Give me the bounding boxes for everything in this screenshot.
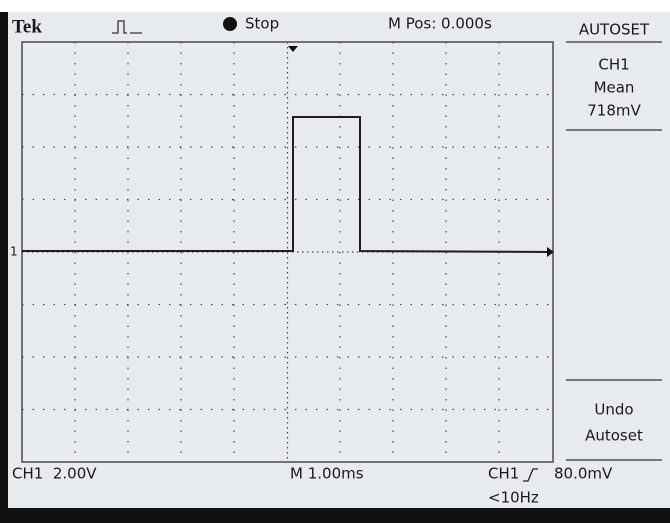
menu-reading: 718mV: [587, 102, 641, 120]
stop-dot: [223, 17, 237, 31]
trigger-source: CH1: [488, 465, 519, 483]
position: M Pos: 0.000s: [388, 15, 492, 33]
menu-channel[interactable]: CH1: [598, 56, 629, 74]
trigger-slope: [523, 468, 538, 482]
run-state: Stop: [245, 15, 279, 33]
menu-title: AUTOSET: [579, 21, 650, 39]
waveform: [22, 116, 554, 253]
time-scale: M 1.00ms: [290, 465, 364, 483]
channel-scale: CH1 2.00V: [12, 465, 97, 483]
brand: Tek: [12, 16, 42, 37]
trigger-level-text: 80.0mV: [554, 465, 613, 483]
undo-line1[interactable]: Undo: [594, 401, 633, 419]
channel-marker: 1: [10, 245, 18, 259]
menu-measure: Mean: [594, 79, 635, 97]
side-menu: [566, 41, 662, 461]
top-strip: [0, 0, 670, 12]
trigger-position: [288, 46, 298, 52]
undo-line2[interactable]: Autoset: [585, 427, 643, 445]
acq-icon: [112, 20, 142, 34]
frequency: <10Hz: [488, 489, 539, 507]
trigger-level: [547, 247, 554, 257]
display: [8, 12, 670, 508]
